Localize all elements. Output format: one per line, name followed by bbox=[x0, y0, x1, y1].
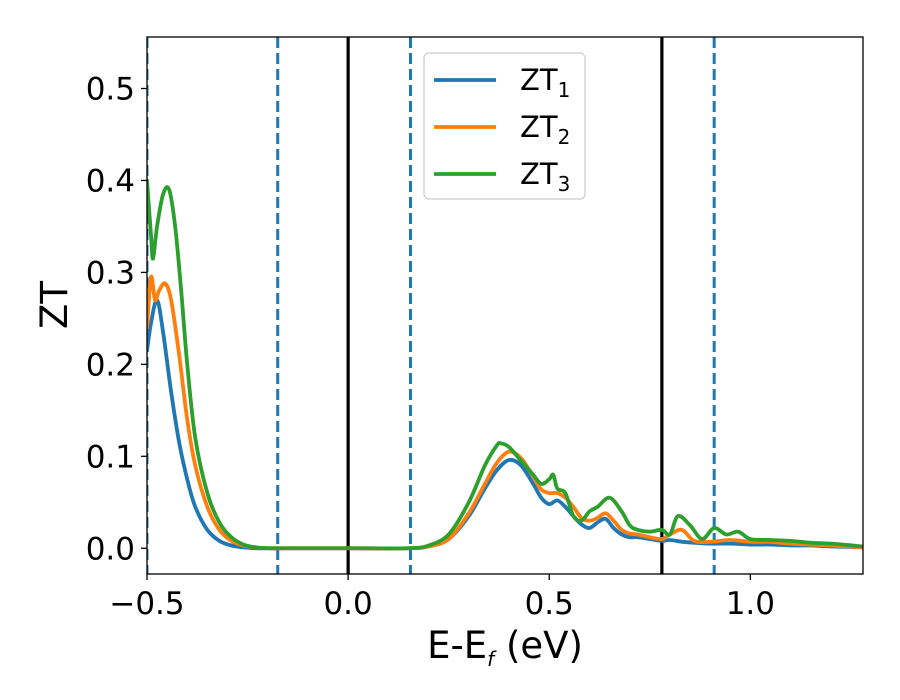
y-tick-label: 0.4 bbox=[86, 163, 135, 199]
series-layer bbox=[147, 178, 863, 551]
x-axis-title-main: E-E bbox=[427, 624, 487, 667]
series-line-zt3 bbox=[147, 178, 863, 551]
x-tick-label: −0.5 bbox=[109, 586, 184, 622]
y-axis-ticks: 0.0 0.1 0.2 0.3 0.4 0.5 bbox=[86, 71, 147, 567]
x-axis-title: E-Ef (eV) bbox=[427, 624, 583, 671]
series-line-zt2 bbox=[147, 274, 863, 551]
y-tick-label: 0.3 bbox=[86, 255, 135, 291]
x-axis-title-sub: f bbox=[487, 647, 497, 671]
legend-box bbox=[423, 52, 586, 200]
x-axis-ticks: −0.5 0.0 0.5 1.0 bbox=[109, 574, 775, 622]
reference-lines bbox=[147, 37, 716, 574]
legend-label-zt3: ZT3 bbox=[520, 157, 570, 196]
y-tick-label: 0.2 bbox=[86, 347, 135, 383]
x-tick-label: 0.5 bbox=[525, 586, 574, 622]
x-axis-title-unit: (eV) bbox=[494, 624, 583, 667]
plot-frame bbox=[146, 36, 864, 575]
y-tick-label: 0.1 bbox=[86, 439, 135, 475]
legend-label-zt1: ZT1 bbox=[520, 63, 570, 102]
legend-label-zt2: ZT2 bbox=[520, 110, 570, 149]
x-tick-label: 1.0 bbox=[726, 586, 775, 622]
legend: ZT1 ZT2 ZT3 bbox=[423, 52, 586, 200]
y-axis-title: ZT bbox=[33, 281, 76, 329]
x-tick-label: 0.0 bbox=[323, 586, 372, 622]
series-line-zt1 bbox=[147, 298, 863, 551]
y-tick-label: 0.0 bbox=[86, 531, 135, 567]
y-tick-label: 0.5 bbox=[86, 71, 135, 107]
